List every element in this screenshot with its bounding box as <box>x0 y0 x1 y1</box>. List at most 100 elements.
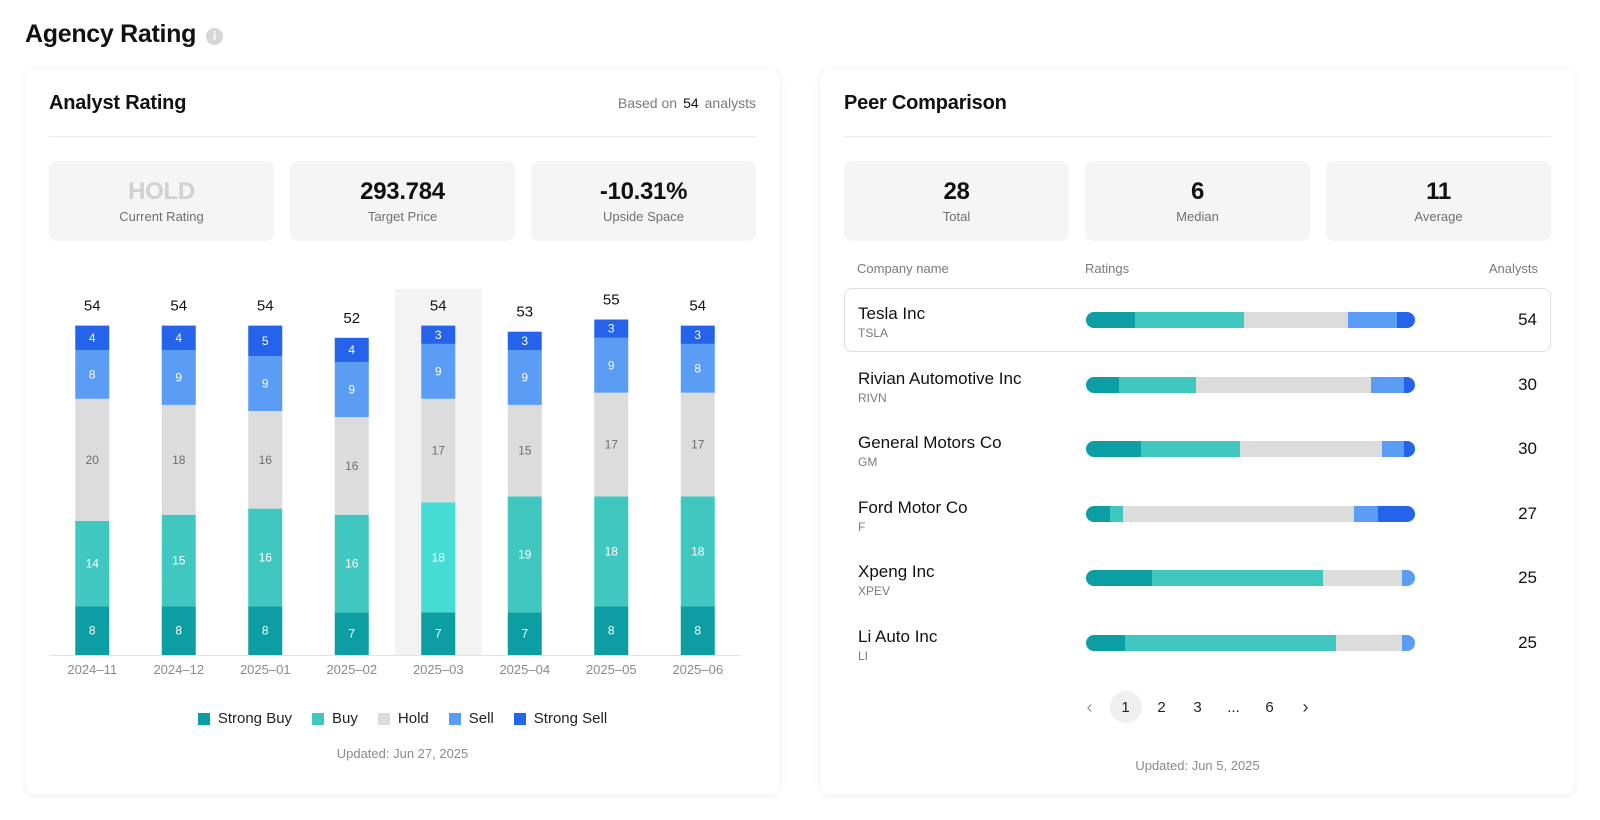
peer-ticker: LI <box>858 648 869 663</box>
based-on-suffix: analysts <box>704 95 756 111</box>
legend-strong-buy[interactable]: Strong Buy <box>197 710 293 727</box>
peer-ticker: RIVN <box>858 390 887 405</box>
legend-hold[interactable]: Hold <box>377 710 429 727</box>
info-icon[interactable]: i <box>206 27 224 45</box>
bar-segment-strong-sell <box>161 325 196 350</box>
legend-label-strong-buy: Strong Buy <box>217 710 293 727</box>
bar-segment-label: 8 <box>694 361 701 375</box>
peer-analyst-count: 25 <box>1518 568 1537 587</box>
peer-company-name: Rivian Automotive Inc <box>858 368 1022 388</box>
bar-segment-hold <box>507 404 542 497</box>
total-box: 28 Total <box>844 161 1069 241</box>
target-price-label: Target Price <box>367 209 438 224</box>
peer-row[interactable]: Tesla Inc TSLA 54 <box>844 288 1551 352</box>
bar-segment-buy <box>421 502 456 613</box>
bar-segment-label: 7 <box>435 627 442 641</box>
bar-segment-strong-buy <box>421 612 456 655</box>
bar-segment-label: 17 <box>432 444 446 458</box>
prev-page-icon[interactable]: ‹ <box>1086 696 1093 717</box>
bar-segment-buy <box>680 496 715 607</box>
bar-segment-sell <box>161 350 196 405</box>
peer-comparison-header: Peer Comparison <box>844 70 1551 137</box>
page-title: Agency Rating <box>25 20 197 48</box>
rating-segment-sell <box>1401 570 1415 586</box>
page-button[interactable]: 6 <box>1265 698 1274 716</box>
x-tick-label: 2025–01 <box>240 662 291 677</box>
bar-segment-label: 16 <box>345 459 359 473</box>
bar-segment-label: 4 <box>175 331 182 345</box>
legend-buy[interactable]: Buy <box>312 710 358 727</box>
peer-company-name: Xpeng Inc <box>858 562 935 581</box>
bar-segment-sell <box>248 356 283 411</box>
bar-segment-hold <box>75 398 110 521</box>
bar-segment-sell <box>334 362 369 418</box>
bar-segment-strong-buy <box>248 606 283 655</box>
bar-segment-strong-sell <box>248 325 283 357</box>
bar-segment-buy <box>594 496 629 607</box>
rating-segment-buy <box>1134 312 1245 328</box>
peer-company-name: Ford Motor Co <box>858 497 968 517</box>
rating-segment-sell <box>1354 505 1379 522</box>
bar-segment-label: 3 <box>694 328 701 342</box>
peer-company-name: Tesla Inc <box>858 304 926 323</box>
bar-segment-sell <box>507 350 542 405</box>
median-label: Median <box>1176 209 1219 224</box>
analyst-rating-header: Analyst Rating Based on 54 analysts <box>49 70 756 137</box>
rating-segment-strong-buy <box>1086 570 1152 586</box>
bar-segment-hold <box>248 411 283 509</box>
legend-label-hold: Hold <box>397 710 429 727</box>
rating-segment-sell <box>1382 441 1404 457</box>
bar-segment-buy <box>507 496 542 613</box>
bar-segment-label: 3 <box>521 334 528 348</box>
legend-strong-sell[interactable]: Strong Sell <box>513 710 607 727</box>
bar-segment-label: 8 <box>608 624 615 638</box>
bar-segment-label: 8 <box>694 624 701 638</box>
rating-segment-sell <box>1371 376 1404 393</box>
peer-ticker: TSLA <box>858 326 889 340</box>
legend-sell[interactable]: Sell <box>448 710 494 727</box>
legend-label-buy: Buy <box>332 710 358 727</box>
total-value: 28 <box>943 178 970 205</box>
page-button[interactable]: 2 <box>1157 698 1166 716</box>
rating-segment-hold <box>1195 376 1372 393</box>
peer-ticker: F <box>858 519 866 534</box>
bar-segment-label: 8 <box>175 624 182 638</box>
chart-legend: Strong Buy Buy Hold Sell Strong Sell <box>25 710 780 727</box>
peer-stats: 28 Total 6 Median 11 Average <box>844 161 1551 241</box>
bar-segment-sell <box>594 337 629 393</box>
page-ellipsis: ... <box>1227 698 1240 716</box>
bar-segment-label: 9 <box>175 370 182 384</box>
current-rating-label: Current Rating <box>119 209 204 224</box>
peer-row[interactable]: Xpeng Inc XPEV 25 <box>844 546 1551 610</box>
rating-segment-buy <box>1125 634 1337 651</box>
rating-segment-buy <box>1151 570 1323 586</box>
analyst-rating-chart: 8142084542024–118151894542024–1281616955… <box>49 289 741 677</box>
x-tick-label: 2025–06 <box>672 662 723 677</box>
peer-row[interactable]: Ford Motor Co F 27 <box>844 482 1551 546</box>
upside-space-box: -10.31% Upside Space <box>531 161 756 241</box>
legend-label-sell: Sell <box>468 710 494 727</box>
bar-segment-label: 19 <box>518 547 532 561</box>
bar-segment-label: 7 <box>348 627 355 641</box>
page-button[interactable]: 1 <box>1109 691 1142 723</box>
peer-row[interactable]: Rivian Automotive Inc RIVN 30 <box>844 353 1551 417</box>
average-box: 11 Average <box>1326 161 1551 241</box>
rating-segment-hold <box>1239 441 1383 457</box>
bar-segment-label: 9 <box>262 377 269 391</box>
bar-segment-label: 17 <box>605 438 619 452</box>
peer-row[interactable]: General Motors Co GM 30 <box>844 417 1551 481</box>
next-page-icon[interactable]: › <box>1302 696 1309 717</box>
rating-segment-hold <box>1322 570 1402 586</box>
peer-rating-bar <box>1086 505 1415 522</box>
page-button[interactable]: 3 <box>1193 698 1202 716</box>
bar-segment-label: 7 <box>521 627 528 641</box>
bar-total-label: 52 <box>343 310 360 327</box>
rating-segment-strong-sell <box>1378 505 1415 522</box>
bar-total-label: 53 <box>516 304 533 321</box>
bar-segment-label: 3 <box>608 322 615 336</box>
bar-segment-hold <box>161 404 196 515</box>
peer-rating-bar <box>1086 634 1415 651</box>
peer-row[interactable]: Li Auto Inc LI 25 <box>844 611 1551 675</box>
bar-segment-strong-buy <box>75 606 110 655</box>
bar-total-label: 54 <box>430 298 447 315</box>
